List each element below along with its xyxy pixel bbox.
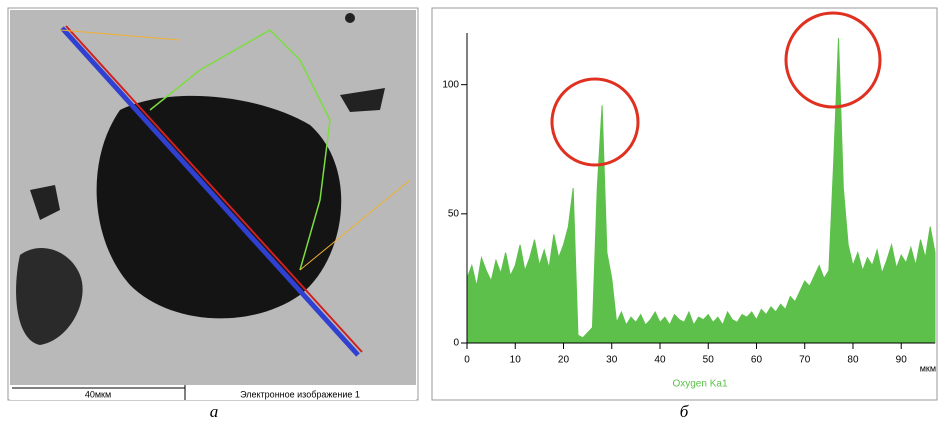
x-tick-label: 30	[606, 355, 618, 366]
highlight-circle	[550, 77, 640, 167]
caption: а	[210, 402, 219, 421]
sem-image: 40мкм Электронное изображение 1	[7, 7, 419, 401]
scan-trace	[299, 179, 411, 271]
y-tick-label: 0	[453, 338, 459, 349]
x-tick-label: 80	[847, 355, 859, 366]
x-tick-label: 40	[654, 355, 666, 366]
x-tick-label: 60	[751, 355, 763, 366]
x-tick-label: 10	[510, 355, 522, 366]
scan-trace	[149, 29, 331, 271]
highlight-circle	[784, 11, 882, 109]
image-label: Электронное изображение 1	[240, 389, 360, 399]
x-tick-label: 50	[703, 355, 715, 366]
inclusion	[345, 13, 355, 23]
plot: Oxygen Ka1 0 10 20 30 40 50 60 70 80 90 0 50 100 мкм	[442, 33, 936, 390]
area	[466, 38, 936, 344]
scan-line	[65, 25, 363, 353]
info-bar	[10, 385, 416, 400]
scan-trace	[59, 29, 181, 41]
x-tick-label: 90	[896, 355, 908, 366]
x-axis-label: мкм	[920, 363, 936, 373]
scan-line	[60, 26, 360, 357]
inclusion	[340, 88, 385, 112]
x-tick-label: 0	[464, 355, 470, 366]
x-tick-label: 70	[799, 355, 811, 366]
y-tick-label: 50	[448, 208, 460, 219]
x-tick-label: 20	[558, 355, 570, 366]
pore	[96, 95, 342, 319]
scale-label: 40мкм	[85, 389, 111, 399]
y-tick-label: 100	[442, 79, 459, 90]
caption: б	[680, 402, 689, 421]
inclusion	[16, 247, 83, 345]
legend-label: Oxygen Ka1	[672, 379, 727, 390]
inclusion	[30, 185, 60, 220]
